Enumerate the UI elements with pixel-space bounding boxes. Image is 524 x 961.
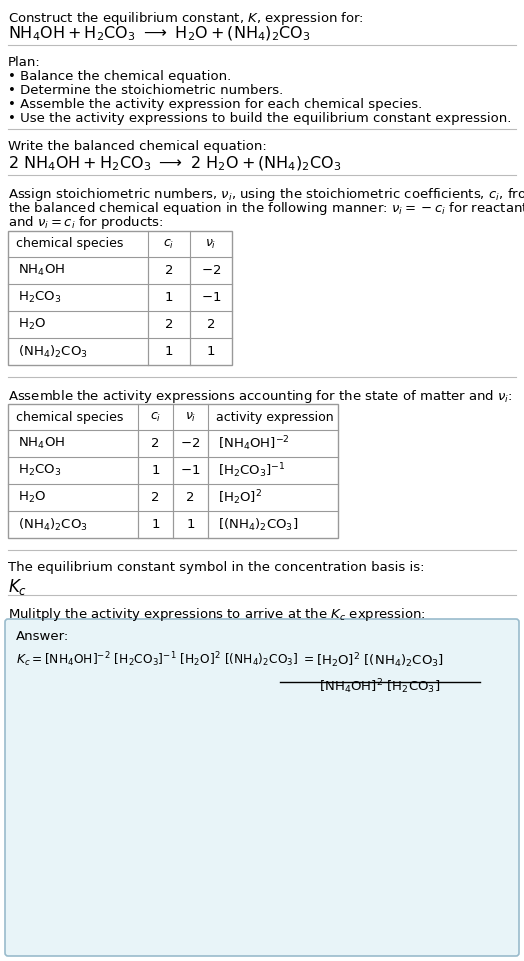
Text: 2: 2 bbox=[186, 491, 195, 504]
Text: Construct the equilibrium constant, $K$, expression for:: Construct the equilibrium constant, $K$,… bbox=[8, 10, 364, 27]
Text: $[\mathrm{H_2O}]^{2}$: $[\mathrm{H_2O}]^{2}$ bbox=[218, 488, 262, 506]
Text: Plan:: Plan: bbox=[8, 56, 41, 69]
Text: 1: 1 bbox=[186, 518, 195, 531]
Text: Write the balanced chemical equation:: Write the balanced chemical equation: bbox=[8, 140, 267, 153]
Text: Assign stoichiometric numbers, $\nu_i$, using the stoichiometric coefficients, $: Assign stoichiometric numbers, $\nu_i$, … bbox=[8, 186, 524, 203]
Text: the balanced chemical equation in the following manner: $\nu_i = -c_i$ for react: the balanced chemical equation in the fo… bbox=[8, 200, 524, 217]
Text: $c_i$: $c_i$ bbox=[163, 237, 174, 251]
Text: $[\mathrm{NH_4OH}]^{2}\ [\mathrm{H_2CO_3}]$: $[\mathrm{NH_4OH}]^{2}\ [\mathrm{H_2CO_3… bbox=[319, 678, 441, 696]
Text: $\mathrm{NH_4OH}$: $\mathrm{NH_4OH}$ bbox=[18, 436, 66, 451]
Text: $-1$: $-1$ bbox=[180, 464, 201, 477]
Text: $c_i$: $c_i$ bbox=[150, 410, 161, 424]
Text: • Use the activity expressions to build the equilibrium constant expression.: • Use the activity expressions to build … bbox=[8, 112, 511, 125]
Bar bbox=[8, 231, 232, 365]
Text: chemical species: chemical species bbox=[16, 237, 123, 251]
Text: 1: 1 bbox=[151, 464, 160, 477]
Text: $\mathrm{H_2CO_3}$: $\mathrm{H_2CO_3}$ bbox=[18, 290, 61, 305]
Text: $\mathrm{H_2O}$: $\mathrm{H_2O}$ bbox=[18, 317, 46, 333]
Text: chemical species: chemical species bbox=[16, 410, 123, 424]
Text: Assemble the activity expressions accounting for the state of matter and $\nu_i$: Assemble the activity expressions accoun… bbox=[8, 388, 512, 405]
Text: $\mathrm{2\ NH_4OH + H_2CO_3\ \longrightarrow\ 2\ H_2O + (NH_4)_2CO_3}$: $\mathrm{2\ NH_4OH + H_2CO_3\ \longright… bbox=[8, 155, 342, 173]
Text: 2: 2 bbox=[165, 264, 173, 277]
Text: activity expression: activity expression bbox=[216, 410, 334, 424]
Text: • Balance the chemical equation.: • Balance the chemical equation. bbox=[8, 70, 231, 83]
Text: $\mathrm{(NH_4)_2CO_3}$: $\mathrm{(NH_4)_2CO_3}$ bbox=[18, 343, 88, 359]
Text: $\mathrm{NH_4OH}$: $\mathrm{NH_4OH}$ bbox=[18, 263, 66, 278]
Text: 1: 1 bbox=[151, 518, 160, 531]
Text: $\nu_i$: $\nu_i$ bbox=[205, 237, 217, 251]
FancyBboxPatch shape bbox=[5, 619, 519, 956]
Text: $-1$: $-1$ bbox=[201, 291, 221, 304]
Text: $\mathrm{H_2CO_3}$: $\mathrm{H_2CO_3}$ bbox=[18, 463, 61, 478]
Text: $[\mathrm{H_2O}]^{2}\ [(\mathrm{NH_4})_2\mathrm{CO_3}]$: $[\mathrm{H_2O}]^{2}\ [(\mathrm{NH_4})_2… bbox=[316, 652, 444, 670]
Text: • Determine the stoichiometric numbers.: • Determine the stoichiometric numbers. bbox=[8, 84, 283, 97]
Text: $\nu_i$: $\nu_i$ bbox=[185, 410, 196, 424]
Text: $[\mathrm{H_2CO_3}]^{-1}$: $[\mathrm{H_2CO_3}]^{-1}$ bbox=[218, 461, 286, 480]
Text: Mulitply the activity expressions to arrive at the $K_c$ expression:: Mulitply the activity expressions to arr… bbox=[8, 606, 426, 623]
Text: 1: 1 bbox=[165, 291, 173, 304]
Text: Answer:: Answer: bbox=[16, 630, 69, 643]
Text: $[(\mathrm{NH_4})_2\mathrm{CO_3}]$: $[(\mathrm{NH_4})_2\mathrm{CO_3}]$ bbox=[218, 516, 298, 532]
Text: $-2$: $-2$ bbox=[180, 437, 201, 450]
Text: $\mathrm{NH_4OH + H_2CO_3\ \longrightarrow\ H_2O + (NH_4)_2CO_3}$: $\mathrm{NH_4OH + H_2CO_3\ \longrightarr… bbox=[8, 25, 311, 43]
Text: $[\mathrm{NH_4OH}]^{-2}$: $[\mathrm{NH_4OH}]^{-2}$ bbox=[218, 434, 290, 453]
Text: 2: 2 bbox=[165, 318, 173, 331]
Text: and $\nu_i = c_i$ for products:: and $\nu_i = c_i$ for products: bbox=[8, 214, 163, 231]
Text: 2: 2 bbox=[151, 491, 160, 504]
Text: 1: 1 bbox=[207, 345, 215, 358]
Text: The equilibrium constant symbol in the concentration basis is:: The equilibrium constant symbol in the c… bbox=[8, 561, 424, 574]
Text: 1: 1 bbox=[165, 345, 173, 358]
Text: • Assemble the activity expression for each chemical species.: • Assemble the activity expression for e… bbox=[8, 98, 422, 111]
Text: $K_c = [\mathrm{NH_4OH}]^{-2}\ [\mathrm{H_2CO_3}]^{-1}\ [\mathrm{H_2O}]^{2}\ [(\: $K_c = [\mathrm{NH_4OH}]^{-2}\ [\mathrm{… bbox=[16, 650, 315, 669]
Text: $\mathrm{(NH_4)_2CO_3}$: $\mathrm{(NH_4)_2CO_3}$ bbox=[18, 516, 88, 532]
Text: $\mathrm{H_2O}$: $\mathrm{H_2O}$ bbox=[18, 490, 46, 505]
Text: $-2$: $-2$ bbox=[201, 264, 221, 277]
Text: 2: 2 bbox=[151, 437, 160, 450]
Text: $K_c$: $K_c$ bbox=[8, 577, 27, 597]
Text: 2: 2 bbox=[207, 318, 215, 331]
Bar bbox=[8, 404, 338, 538]
